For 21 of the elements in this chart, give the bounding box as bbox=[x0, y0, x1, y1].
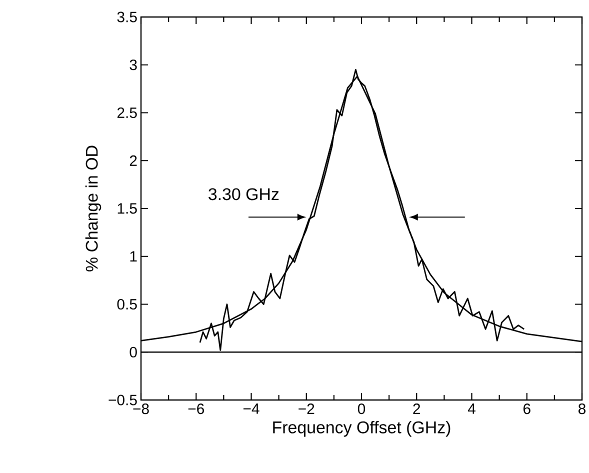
y-tick-label: 0.5 bbox=[117, 298, 137, 310]
y-tick-label: 3 bbox=[130, 60, 137, 70]
x-tick-label: −2 bbox=[298, 404, 314, 414]
x-tick-label: −4 bbox=[243, 404, 260, 414]
x-tick-label: −8 bbox=[133, 404, 149, 414]
x-tick-label: 6 bbox=[523, 404, 530, 414]
annotation: 3.30 GHz bbox=[208, 188, 279, 200]
y-tick-label: −0.5 bbox=[108, 394, 137, 406]
y-tick-label: 1.5 bbox=[118, 203, 137, 214]
x-tick-label: 8 bbox=[578, 404, 586, 414]
x-tick-label: −6 bbox=[188, 404, 204, 414]
y-tick-label: 2 bbox=[130, 155, 137, 166]
y-axis-title: % Change in OD bbox=[85, 146, 102, 272]
x-axis-title: Frequency Offset (GHz) bbox=[273, 420, 450, 437]
x-tick-label: 2 bbox=[413, 404, 420, 414]
x-tick-label: 4 bbox=[468, 404, 476, 414]
y-tick-label: 3.5 bbox=[117, 12, 137, 22]
y-tick-label: 1 bbox=[130, 251, 137, 262]
y-tick-label: 0 bbox=[130, 346, 137, 358]
x-tick-label: 0 bbox=[358, 404, 366, 414]
y-tick-label: 2.5 bbox=[117, 107, 137, 118]
